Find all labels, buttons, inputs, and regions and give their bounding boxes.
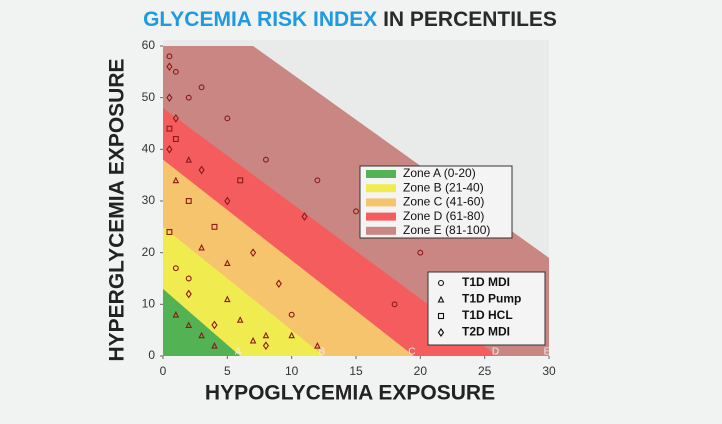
marker <box>224 259 231 266</box>
zone-letter: B <box>318 347 325 358</box>
y-axis-label: HYPERGLYCEMIA EXPOSURE <box>106 58 129 361</box>
marker <box>166 144 173 154</box>
legend-swatch <box>366 170 396 178</box>
marker <box>185 156 193 163</box>
x-tick-label: 0 <box>160 364 167 378</box>
legend-label: Zone C (41-60) <box>403 195 484 209</box>
marker <box>185 289 192 299</box>
marker <box>437 328 445 337</box>
marker <box>166 125 173 132</box>
marker <box>172 265 179 272</box>
zone-letter: A <box>235 347 242 358</box>
marker <box>288 311 295 318</box>
title-part: IN PERCENTILES <box>383 8 557 31</box>
marker <box>314 177 321 184</box>
marker <box>185 321 193 328</box>
zone-area <box>163 288 241 356</box>
marker <box>237 177 244 184</box>
y-tick-label: 30 <box>142 193 156 207</box>
marker <box>198 243 205 251</box>
legend-label: T1D Pump <box>462 292 521 306</box>
x-tick-label: 25 <box>478 364 492 378</box>
marker <box>275 279 282 289</box>
marker <box>224 115 231 122</box>
legend-label: Zone D (61-80) <box>403 209 484 223</box>
y-tick-label: 50 <box>142 90 156 104</box>
marker <box>166 53 173 60</box>
marker <box>198 165 205 175</box>
marker <box>288 331 295 339</box>
zone-legend: Zone A (0-20)Zone B (21-40)Zone C (41-60… <box>359 165 513 239</box>
marker <box>437 279 445 287</box>
legend-swatch <box>366 226 396 235</box>
marker <box>211 342 218 349</box>
legend-swatch <box>366 212 396 221</box>
x-axis-label: HYPOGLYCEMIA EXPOSURE <box>205 382 495 405</box>
marker <box>211 223 218 230</box>
legend-label: T1D MDI <box>462 275 510 289</box>
chart-title: GLYCEMIA RISK INDEX IN PERCENTILES <box>143 8 557 31</box>
marker <box>185 275 192 282</box>
marker <box>166 93 173 103</box>
marker <box>437 295 445 303</box>
marker <box>314 342 321 349</box>
marker <box>172 113 179 123</box>
marker <box>301 212 308 221</box>
zone-letter: D <box>492 347 499 358</box>
marker <box>172 311 180 318</box>
marker <box>224 295 231 303</box>
x-tick-label: 5 <box>224 364 231 378</box>
marker <box>249 248 257 258</box>
marker <box>391 301 398 308</box>
marker <box>198 84 205 91</box>
marker <box>185 198 192 204</box>
marker <box>198 331 205 339</box>
zone-letter: E <box>544 347 551 358</box>
marker <box>249 336 257 344</box>
legend-swatch <box>366 198 396 207</box>
marker <box>172 136 179 142</box>
x-tick-label: 20 <box>414 364 428 378</box>
x-tick-label: 10 <box>285 364 299 378</box>
marker-legend: T1D MDI T1D Pump T1D HCL T2D MDI <box>427 271 546 346</box>
marker <box>417 249 424 256</box>
y-tick-label: 0 <box>148 348 155 362</box>
y-tick-label: 20 <box>142 245 156 259</box>
legend-swatch <box>366 184 396 193</box>
marker <box>166 62 173 72</box>
marker <box>353 208 359 215</box>
zone-area <box>163 226 324 356</box>
y-tick-label: 10 <box>142 297 156 311</box>
marker <box>166 229 173 235</box>
legend-label: T1D HCL <box>462 308 513 322</box>
marker <box>224 196 231 206</box>
marker <box>437 312 445 320</box>
marker <box>185 94 192 101</box>
legend-label: Zone E (81-100) <box>403 223 490 237</box>
marker <box>236 316 244 323</box>
marker <box>262 156 269 163</box>
marker <box>172 176 180 184</box>
title-part: GLYCEMIA RISK INDEX <box>143 8 377 31</box>
legend-label: T2D MDI <box>462 325 510 339</box>
x-tick-label: 30 <box>542 364 556 378</box>
marker <box>172 68 179 75</box>
legend-label: Zone A (0-20) <box>403 166 476 180</box>
legend-label: Zone B (21-40) <box>403 180 484 194</box>
marker <box>262 331 270 339</box>
y-tick-label: 40 <box>142 142 156 156</box>
marker <box>262 341 270 351</box>
y-tick-label: 60 <box>142 38 156 52</box>
marker <box>211 320 218 330</box>
zone-letter: C <box>408 347 415 358</box>
x-tick-label: 15 <box>349 364 363 378</box>
